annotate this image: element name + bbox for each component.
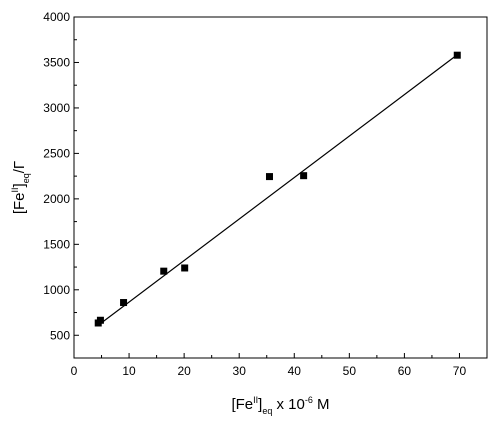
y-axis-title: [FeII]eq/Γ (10, 161, 31, 214)
y-tick-label: 3000 (43, 101, 70, 115)
x-title-unit: M (313, 396, 330, 413)
y-tick-label: 500 (50, 328, 70, 342)
data-point (120, 299, 128, 307)
data-point (265, 173, 273, 181)
x-title-rest: x 10 (272, 396, 305, 413)
x-title-close: ] (258, 396, 262, 413)
plot-frame (73, 16, 488, 359)
x-title-sub: eq (262, 406, 272, 416)
data-point (300, 172, 308, 180)
x-tick-label: 50 (343, 364, 357, 378)
y-tick-label: 1000 (43, 283, 70, 297)
x-tick-label: 20 (177, 364, 191, 378)
x-axis-ticks: 0 10 20 30 40 50 60 70 (71, 353, 488, 378)
x-axis-title: [FeII]eq x 10-6 M (231, 395, 329, 416)
x-title-main: [Fe (231, 396, 253, 413)
y-tick-label: 1500 (43, 237, 70, 251)
data-point (181, 264, 189, 272)
y-title-main: [Fe (11, 192, 28, 214)
data-point (453, 51, 461, 59)
x-title-sup: II (253, 395, 258, 405)
x-title-exp: -6 (305, 395, 313, 405)
fit-line-layer (97, 54, 458, 326)
y-tick-label: 4000 (43, 10, 70, 24)
x-tick-label: 10 (122, 364, 136, 378)
x-tick-label: 60 (398, 364, 412, 378)
y-title-rest: /Γ (11, 161, 28, 173)
x-tick-label: 40 (288, 364, 302, 378)
y-tick-label: 3500 (43, 55, 70, 69)
fit-line (97, 54, 458, 326)
data-points-layer (94, 51, 461, 327)
y-title-sup: II (10, 187, 20, 192)
y-tick-label: 2000 (43, 192, 70, 206)
data-point (160, 267, 168, 275)
x-tick-label: 70 (453, 364, 467, 378)
x-tick-label: 0 (71, 364, 78, 378)
y-tick-label: 2500 (43, 146, 70, 160)
y-axis-ticks: 500 1000 1500 2000 2500 3000 3500 4000 (43, 10, 79, 359)
data-point (96, 316, 104, 324)
y-title-close: ] (11, 183, 28, 187)
x-tick-label: 30 (233, 364, 247, 378)
y-title-sub: eq (21, 173, 31, 183)
